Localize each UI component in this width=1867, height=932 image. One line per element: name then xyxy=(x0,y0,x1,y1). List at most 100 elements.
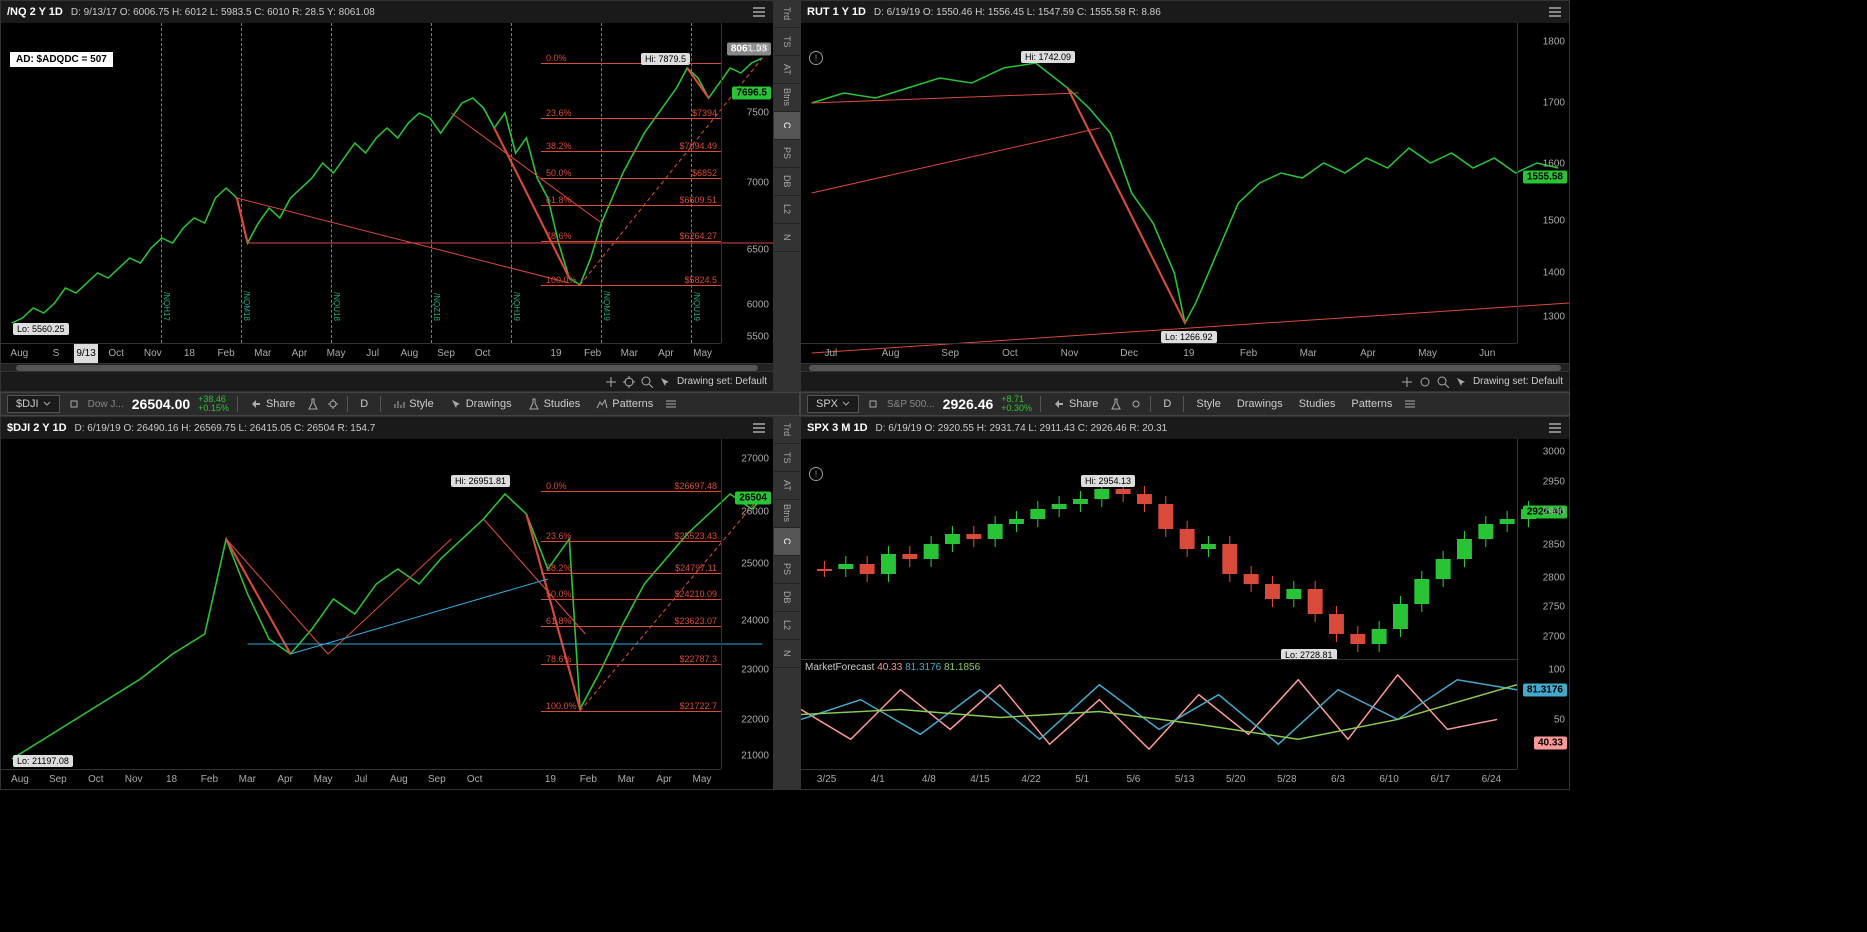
candlestick-chart xyxy=(801,23,1569,363)
symbol-text: $DJI xyxy=(16,398,39,410)
symbol-text: SPX xyxy=(816,398,838,410)
side-btn-l2[interactable]: L2 xyxy=(774,196,800,224)
fib-line xyxy=(541,599,721,600)
panel-title: $DJI 2 Y 1D xyxy=(7,422,67,434)
fib-pct: 38.2% xyxy=(546,563,572,573)
panel-title: RUT 1 Y 1D xyxy=(807,6,866,18)
info-icon[interactable]: ! xyxy=(809,51,823,65)
flask-icon[interactable] xyxy=(1110,398,1122,410)
share-button[interactable]: Share xyxy=(1049,396,1102,412)
gear-icon[interactable] xyxy=(327,398,339,410)
panel-settings-icon[interactable] xyxy=(1547,420,1563,436)
x-axis: JulAugSepOctNovDec19FebMarAprMayJun xyxy=(801,343,1517,363)
pan-icon[interactable] xyxy=(1401,376,1413,388)
side-btn-at[interactable]: AT xyxy=(774,56,800,84)
pan-icon[interactable] xyxy=(605,376,617,388)
drawings-button[interactable]: Drawings xyxy=(446,396,516,412)
pointer-icon[interactable] xyxy=(659,376,671,388)
drawing-set-label[interactable]: Drawing set: Default xyxy=(1473,376,1563,387)
time-scrollbar[interactable] xyxy=(1,363,773,371)
last-price: 2926.46 xyxy=(943,396,994,412)
menu-icon[interactable] xyxy=(1404,398,1416,410)
flask-icon[interactable] xyxy=(307,398,319,410)
ohlc-stats: D: 6/19/19 O: 1550.46 H: 1556.45 L: 1547… xyxy=(874,7,1161,18)
fib-val: $21722.7 xyxy=(679,701,717,711)
side-btn-n[interactable]: N xyxy=(774,224,800,252)
side-btn-n[interactable]: N xyxy=(774,640,800,668)
side-btn-btns[interactable]: Btns xyxy=(774,500,800,528)
last-price: 26504.00 xyxy=(132,396,190,412)
panel-title: /NQ 2 Y 1D xyxy=(7,6,63,18)
chart-area[interactable]: ! Hi: 2954.13 Lo: 2728.81 MarketForecast… xyxy=(801,439,1569,789)
drawings-button[interactable]: Drawings xyxy=(1233,396,1287,412)
side-btn-c[interactable]: C xyxy=(774,528,800,556)
link-icon[interactable] xyxy=(68,398,80,410)
gear-icon[interactable] xyxy=(1130,398,1142,410)
timeframe-button[interactable]: D xyxy=(356,396,372,412)
symbol-toolbar-dji: $DJI Dow J... 26504.00 +38.46+0.15% Shar… xyxy=(0,392,800,416)
timeframe-button[interactable]: D xyxy=(1159,396,1175,412)
side-btn-ts[interactable]: TS xyxy=(774,444,800,472)
indicator-header: MarketForecast 40.33 81.3176 81.1856 xyxy=(805,662,980,673)
zoom-icon[interactable] xyxy=(641,376,653,388)
panel-settings-icon[interactable] xyxy=(1547,4,1563,20)
style-button[interactable]: Style xyxy=(389,396,437,412)
side-btn-c[interactable]: C xyxy=(774,112,800,140)
fib-val: $22787.3 xyxy=(679,654,717,664)
x-axis: AugSepOctNov18FebMarAprMayJulAugSepOct19… xyxy=(1,769,721,789)
side-btn-ps[interactable]: PS xyxy=(774,140,800,168)
price-change: +8.71+0.30% xyxy=(1001,395,1032,413)
crosshair-icon[interactable] xyxy=(623,376,635,388)
chart-area[interactable]: ! Hi: 1742.09 Lo: 1266.92 1555.58 180017… xyxy=(801,23,1569,363)
crosshair-icon[interactable] xyxy=(1419,376,1431,388)
panel-settings-icon[interactable] xyxy=(751,420,767,436)
lo-callout: Lo: 21197.08 xyxy=(13,755,73,767)
hi-callout: Hi: 2954.13 xyxy=(1081,475,1135,487)
side-btn-ts[interactable]: TS xyxy=(774,28,800,56)
fib-line xyxy=(541,151,721,152)
symbol-select[interactable]: SPX xyxy=(807,395,859,413)
chart-area[interactable]: AD: $ADQDC = 507 /NQH17 /NQM18 /NQU18 /N… xyxy=(1,23,773,363)
panel-settings-icon[interactable] xyxy=(751,4,767,20)
pointer-icon[interactable] xyxy=(1455,376,1467,388)
symbol-desc: Dow J... xyxy=(88,399,124,410)
menu-icon[interactable] xyxy=(665,398,677,410)
y-axis: 8061.08 7696.5 800075007000650060005500 xyxy=(721,23,773,343)
link-icon[interactable] xyxy=(867,398,879,410)
panel-title: SPX 3 M 1D xyxy=(807,422,868,434)
y-axis: 1555.58 180017001600150014001300 xyxy=(1517,23,1569,343)
hi-callout: Hi: 26951.81 xyxy=(451,475,510,487)
studies-button[interactable]: Studies xyxy=(1295,396,1340,412)
fib-pct: 78.6% xyxy=(546,654,572,664)
symbol-select[interactable]: $DJI xyxy=(7,395,60,413)
patterns-button[interactable]: Patterns xyxy=(1347,396,1396,412)
indicator-badge: AD: $ADQDC = 507 xyxy=(9,51,114,68)
info-icon[interactable]: ! xyxy=(809,467,823,481)
side-btn-trd[interactable]: Trd xyxy=(774,0,800,28)
chart-area[interactable]: 0.0% $26697.48 23.6% $25523.43 38.2% $24… xyxy=(1,439,773,789)
style-button[interactable]: Style xyxy=(1192,396,1224,412)
fib-pct: 38.2% xyxy=(546,141,572,151)
fib-pct: 100.0% xyxy=(546,275,577,285)
studies-button[interactable]: Studies xyxy=(524,396,585,412)
side-toolbar: Trd TS AT Btns C PS DB L2 N xyxy=(774,0,800,392)
fib-line xyxy=(541,178,721,179)
side-btn-l2[interactable]: L2 xyxy=(774,612,800,640)
side-btn-at[interactable]: AT xyxy=(774,472,800,500)
side-btn-db[interactable]: DB xyxy=(774,168,800,196)
ohlc-stats: D: 9/13/17 O: 6006.75 H: 6012 L: 5983.5 … xyxy=(71,7,375,18)
symbol-toolbar-spx: SPX S&P 500... 2926.46 +8.71+0.30% Share… xyxy=(800,392,1570,416)
share-button[interactable]: Share xyxy=(246,396,299,412)
drawing-set-label[interactable]: Drawing set: Default xyxy=(677,376,767,387)
time-scrollbar[interactable] xyxy=(801,363,1569,371)
chart-panel-dji: $DJI 2 Y 1D D: 6/19/19 O: 26490.16 H: 26… xyxy=(0,416,774,790)
side-btn-db[interactable]: DB xyxy=(774,584,800,612)
panel-header: SPX 3 M 1D D: 6/19/19 O: 2920.55 H: 2931… xyxy=(801,417,1569,439)
side-btn-trd[interactable]: Trd xyxy=(774,416,800,444)
side-btn-btns[interactable]: Btns xyxy=(774,84,800,112)
fib-pct: 50.0% xyxy=(546,168,572,178)
side-btn-ps[interactable]: PS xyxy=(774,556,800,584)
patterns-button[interactable]: Patterns xyxy=(592,396,657,412)
fib-line xyxy=(541,285,721,286)
zoom-icon[interactable] xyxy=(1437,376,1449,388)
